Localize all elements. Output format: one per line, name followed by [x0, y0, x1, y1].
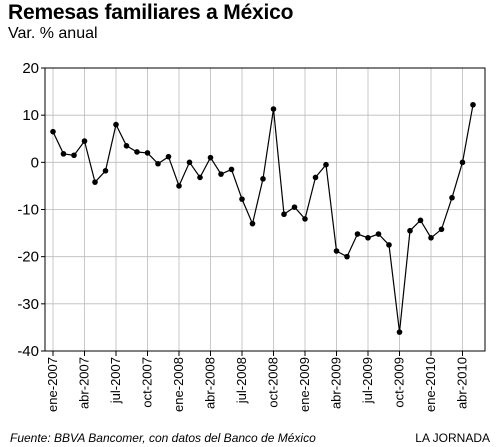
data-point — [333, 248, 340, 254]
data-point — [260, 176, 266, 182]
x-tick-label: ene-2009 — [297, 357, 312, 412]
y-tick-label: -10 — [17, 202, 39, 219]
data-point — [417, 217, 424, 224]
data-point — [281, 211, 287, 218]
chart-subtitle: Var. % anual — [8, 25, 98, 42]
x-tick-label: abr-2007 — [77, 357, 92, 409]
data-point — [197, 174, 203, 181]
y-axis-ticks: 20 10 0 -10 -20 -30 -40 — [17, 60, 45, 360]
data-point — [134, 149, 140, 155]
data-point — [239, 196, 245, 202]
data-point — [144, 150, 151, 156]
x-tick-label: ene-2008 — [171, 357, 186, 412]
data-point — [365, 235, 371, 241]
data-point — [302, 216, 308, 222]
data-point — [407, 227, 413, 234]
footer: Fuente: BBVA Bancomer, con datos del Ban… — [0, 429, 500, 447]
data-point — [344, 253, 350, 260]
x-tick-label: ene-2010 — [423, 357, 438, 412]
x-tick-label: oct-2009 — [392, 357, 407, 408]
data-point — [50, 128, 56, 135]
data-point — [470, 101, 476, 108]
x-tick-label: jul-2008 — [234, 357, 249, 404]
grid-lines — [45, 68, 485, 351]
data-point — [207, 154, 214, 161]
x-tick-label: jul-2007 — [108, 357, 123, 404]
data-point — [312, 174, 319, 181]
y-tick-label: -40 — [17, 343, 39, 360]
data-point — [71, 152, 77, 159]
x-tick-label: oct-2007 — [140, 357, 155, 408]
x-tick-label: abr-2009 — [329, 357, 344, 409]
data-point — [428, 235, 434, 241]
data-point — [228, 166, 235, 173]
line-chart: 20 10 0 -10 -20 -30 -40 ene-2007 abr-2007 jul-20… — [17, 60, 486, 412]
data-point — [354, 231, 361, 237]
data-point — [386, 242, 392, 248]
data-point — [218, 171, 224, 177]
data-point — [123, 143, 130, 149]
x-tick-label: abr-2010 — [455, 357, 470, 409]
data-point — [249, 220, 256, 227]
data-point — [60, 151, 67, 157]
x-tick-label: abr-2008 — [203, 357, 218, 409]
data-point — [375, 231, 382, 237]
y-tick-label: 20 — [22, 60, 39, 77]
data-point — [113, 121, 119, 128]
data-point — [270, 106, 277, 112]
x-tick-label: oct-2008 — [266, 357, 281, 408]
x-tick-label: jul-2009 — [360, 357, 375, 404]
source-note: Fuente: BBVA Bancomer, con datos del Ban… — [10, 431, 316, 445]
y-tick-label: 0 — [31, 154, 39, 171]
data-point — [449, 194, 455, 201]
data-point — [165, 153, 172, 160]
data-point — [459, 159, 466, 166]
x-axis-ticks: ene-2007 abr-2007 jul-2007 oct-2007 ene-2008… — [45, 351, 470, 412]
data-point — [102, 168, 109, 174]
data-point — [92, 179, 98, 185]
y-tick-label: -20 — [17, 249, 39, 266]
y-tick-label: 10 — [22, 107, 39, 124]
credit-label: LA JORNADA — [415, 431, 490, 445]
page-title: Remesas familiares a México — [8, 1, 294, 24]
x-tick-label: ene-2007 — [45, 357, 60, 412]
data-point — [438, 226, 445, 233]
data-point — [291, 204, 298, 210]
data-point — [155, 160, 161, 167]
data-point — [186, 159, 193, 166]
data-point — [81, 138, 88, 144]
data-point — [323, 161, 329, 168]
data-point — [176, 183, 182, 189]
series-points — [50, 101, 476, 335]
data-point — [396, 329, 403, 335]
y-tick-label: -30 — [17, 296, 39, 313]
